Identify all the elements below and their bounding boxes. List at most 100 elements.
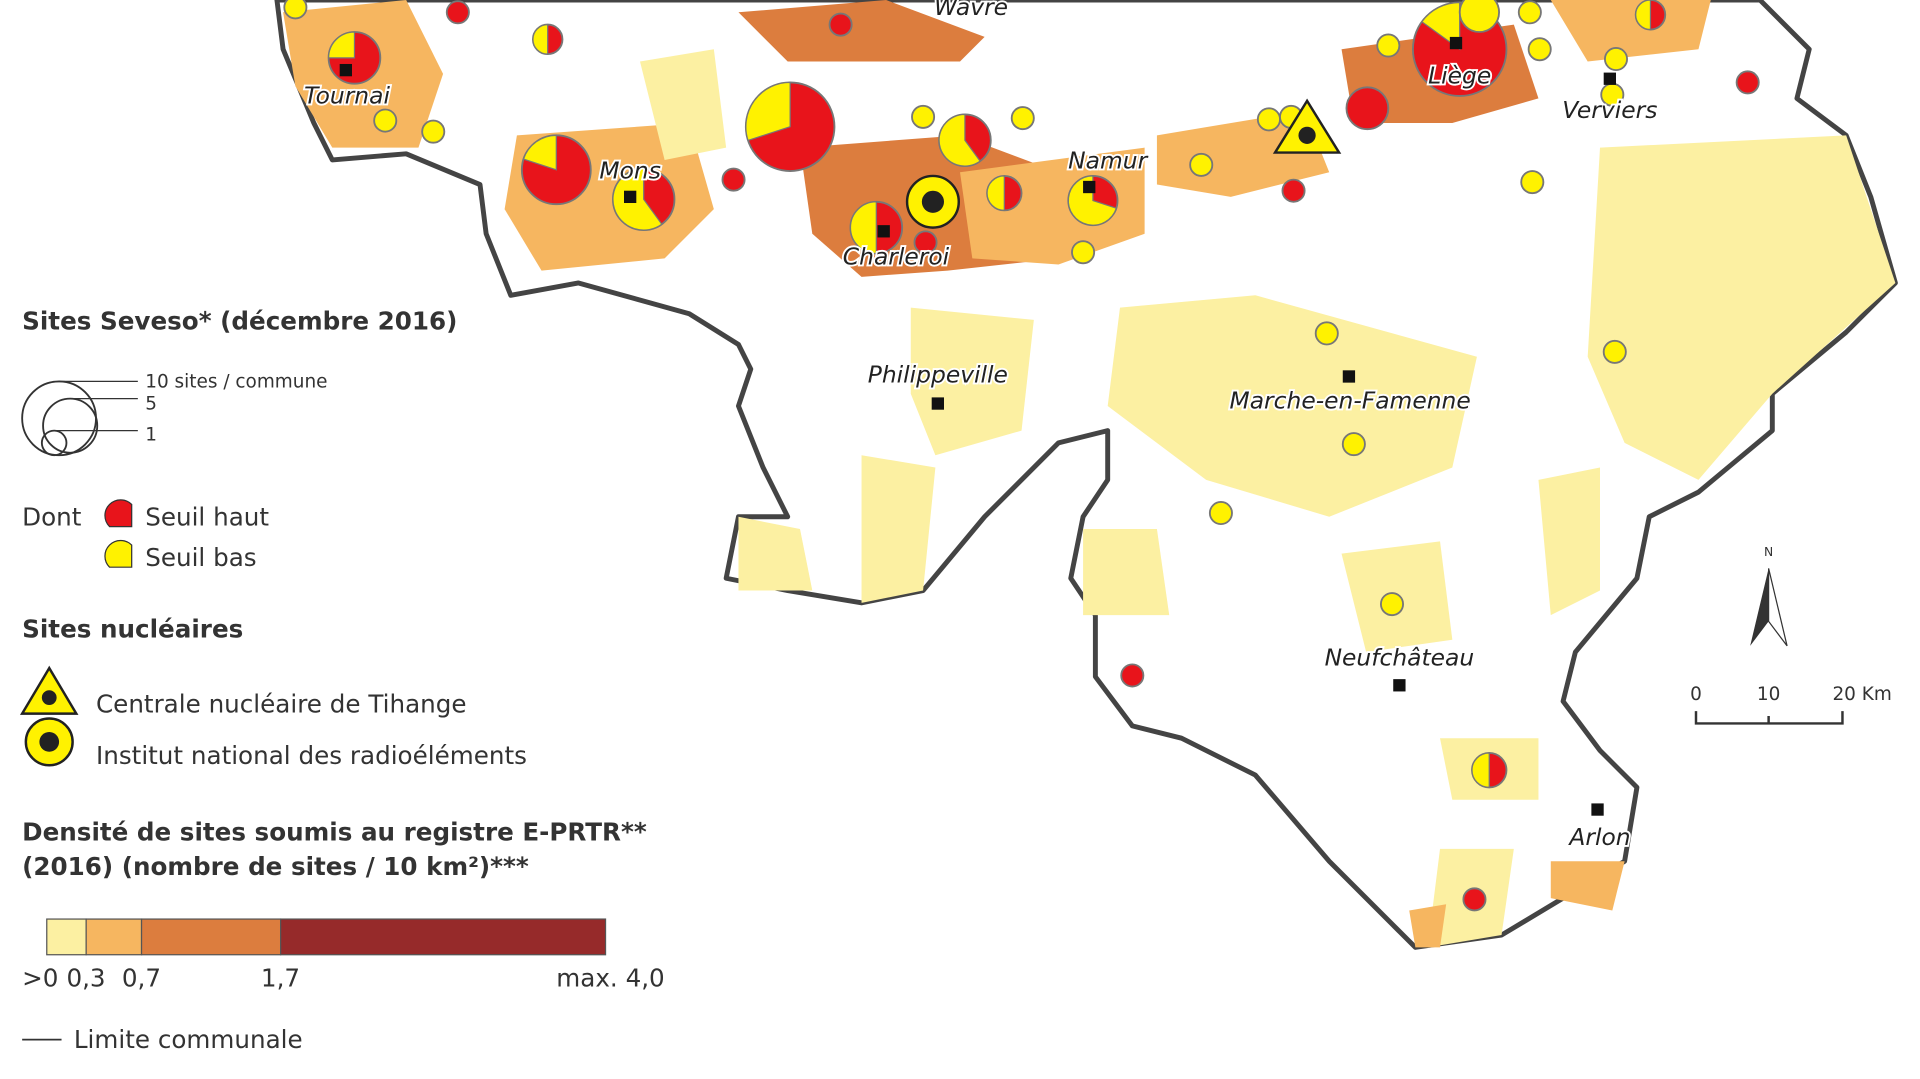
seveso-symbol bbox=[849, 201, 877, 255]
density-label: >0 bbox=[22, 964, 58, 993]
seveso-symbol bbox=[327, 31, 356, 59]
density-area bbox=[1107, 295, 1477, 517]
city-label: Tournai bbox=[304, 81, 390, 109]
seveso-symbol bbox=[1527, 37, 1552, 62]
city-label: Charleroi bbox=[843, 243, 950, 271]
density-label: 1,7 bbox=[261, 964, 300, 993]
density-area bbox=[640, 49, 727, 160]
legend-text: Institut national des radioéléments bbox=[96, 741, 527, 770]
legend-title: Sites nucléaires bbox=[22, 614, 243, 643]
seveso-symbol bbox=[1120, 663, 1145, 688]
seveso-symbol bbox=[612, 167, 663, 231]
seveso-symbol bbox=[1604, 47, 1628, 72]
seveso-symbol bbox=[1635, 0, 1652, 31]
density-swatch bbox=[280, 918, 607, 956]
seveso-symbol bbox=[1314, 321, 1339, 346]
density-area bbox=[1083, 529, 1170, 616]
seveso-symbol bbox=[1471, 752, 1490, 789]
legend-text: Dont bbox=[22, 502, 82, 531]
legend: Sites Seveso* (décembre 2016) 10 sites /… bbox=[19, 307, 665, 1054]
seveso-symbol bbox=[1345, 86, 1390, 131]
city-label: Marche-en-Famenne bbox=[1230, 386, 1471, 414]
seveso-symbol bbox=[721, 167, 746, 192]
seveso-symbol bbox=[1208, 501, 1233, 526]
density-swatch bbox=[46, 918, 87, 956]
city-label: Arlon bbox=[1567, 823, 1630, 851]
city-label: Verviers bbox=[1562, 96, 1657, 124]
density-swatch bbox=[85, 918, 143, 956]
density-swatch bbox=[140, 918, 282, 956]
density-area bbox=[861, 455, 936, 603]
cities: Wavre Tournai Liège Verviers Mons Namur Charle… bbox=[302, 0, 1659, 853]
legend-text: Seuil haut bbox=[145, 502, 269, 531]
scale-label: 10 bbox=[1757, 684, 1780, 705]
seveso-symbol bbox=[1517, 0, 1542, 25]
seveso-symbol bbox=[1380, 592, 1404, 617]
size-label: 10 sites / commune bbox=[145, 372, 327, 393]
city-marker bbox=[1393, 679, 1406, 692]
nuclear-plant-icon bbox=[41, 690, 57, 705]
seveso-symbol bbox=[522, 134, 557, 171]
seveso-symbol bbox=[421, 119, 446, 144]
nuclear-symbols bbox=[905, 98, 1342, 229]
low-icon bbox=[104, 539, 133, 568]
seveso-symbol bbox=[828, 12, 853, 37]
seveso-symbol bbox=[1602, 339, 1627, 364]
seveso-symbol bbox=[745, 81, 791, 142]
city-marker bbox=[624, 190, 637, 204]
legend-text: Limite communale bbox=[74, 1025, 303, 1054]
seveso-symbol bbox=[913, 230, 938, 255]
city-label: Philippeville bbox=[868, 361, 1008, 389]
city-marker bbox=[1591, 803, 1604, 816]
scale-label: 20 Km bbox=[1832, 684, 1891, 705]
seveso-symbol bbox=[1735, 70, 1760, 95]
city-label: Neufchâteau bbox=[1325, 644, 1475, 672]
size-label: 1 bbox=[145, 424, 157, 445]
city-marker bbox=[1603, 72, 1616, 85]
city-marker bbox=[1449, 36, 1463, 50]
scale-bar bbox=[1694, 711, 1844, 725]
seveso-symbol bbox=[373, 108, 398, 133]
seveso-symbol bbox=[1256, 107, 1281, 132]
north-label: N bbox=[1764, 545, 1773, 559]
seveso-symbol bbox=[1458, 0, 1500, 33]
legend-title: Sites Seveso* (décembre 2016) bbox=[22, 307, 457, 336]
city-label: Liège bbox=[1428, 62, 1491, 90]
legend-title: (2016) (nombre de sites / 10 km²)*** bbox=[22, 852, 529, 881]
seveso-symbol bbox=[938, 113, 981, 167]
high-icon bbox=[104, 499, 133, 528]
legend-text: Seuil bas bbox=[145, 543, 256, 572]
seveso-symbol bbox=[283, 0, 308, 20]
city-marker bbox=[931, 397, 944, 410]
seveso-symbol bbox=[1189, 152, 1214, 177]
city-marker bbox=[1083, 180, 1096, 194]
seveso-symbol bbox=[1462, 887, 1487, 912]
density-label: max. 4,0 bbox=[556, 964, 664, 993]
density-area bbox=[1538, 467, 1600, 616]
size-label: 5 bbox=[145, 394, 157, 415]
seveso-symbol bbox=[445, 0, 470, 25]
density-area bbox=[1587, 135, 1896, 480]
seveso-symbol bbox=[1010, 106, 1035, 131]
seveso-symbol bbox=[986, 175, 1005, 212]
seveso-symbol bbox=[532, 23, 549, 55]
density-area bbox=[738, 516, 813, 591]
seveso-symbol bbox=[1341, 432, 1366, 457]
legend-title: Densité de sites soumis au registre E-PR… bbox=[22, 817, 647, 846]
density-label: 0,7 bbox=[122, 964, 161, 993]
north-arrow bbox=[1768, 568, 1788, 647]
seveso-symbols bbox=[283, 0, 1760, 912]
seveso-symbol bbox=[1067, 175, 1118, 226]
city-label: Namur bbox=[1068, 147, 1148, 175]
seveso-symbol bbox=[1520, 170, 1545, 195]
density-label: 0,3 bbox=[66, 964, 105, 993]
nuclear-institute-icon bbox=[921, 190, 944, 213]
seveso-symbol bbox=[911, 104, 936, 129]
seveso-symbol bbox=[1376, 33, 1401, 58]
density-area bbox=[910, 307, 1034, 456]
seveso-symbol bbox=[1281, 178, 1306, 203]
city-label: Wavre bbox=[934, 0, 1008, 21]
legend-text: Centrale nucléaire de Tihange bbox=[96, 689, 467, 718]
